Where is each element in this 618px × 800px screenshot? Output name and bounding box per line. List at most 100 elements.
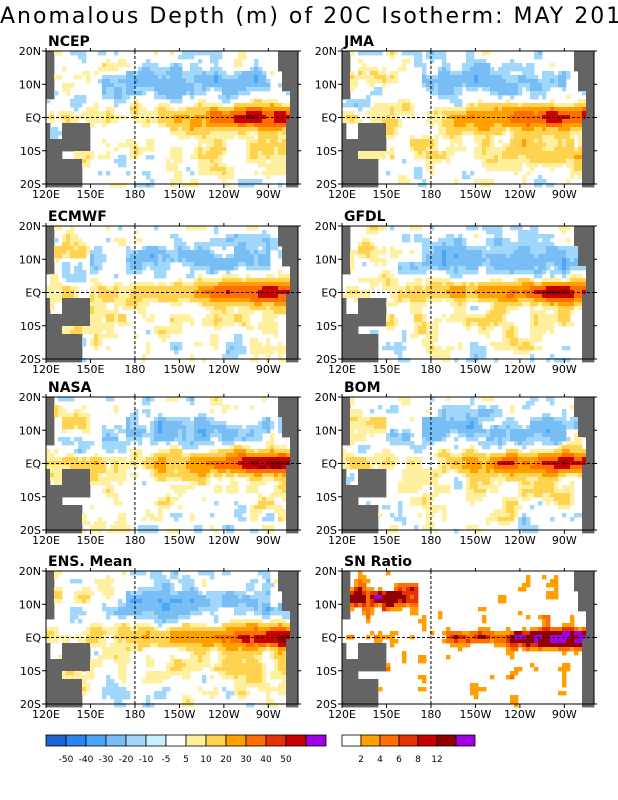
heatmap-cell [590, 107, 595, 112]
heatmap-cell [166, 119, 171, 124]
heatmap-cell [194, 91, 199, 96]
heatmap-cell [442, 155, 447, 160]
heatmap-cell [62, 330, 67, 335]
heatmap-cell [226, 131, 231, 136]
heatmap-cell [482, 147, 487, 152]
heatmap-cell [246, 246, 251, 251]
heatmap-cell [78, 358, 83, 363]
heatmap-cell [198, 91, 203, 96]
heatmap-cell [178, 83, 183, 88]
heatmap-cell [358, 246, 363, 251]
heatmap-cell [342, 250, 347, 255]
heatmap-cell [50, 354, 55, 359]
heatmap-cell [446, 270, 451, 275]
heatmap-cell [78, 51, 83, 56]
heatmap-cell [78, 123, 83, 128]
heatmap-cell [546, 286, 551, 291]
heatmap-cell [586, 131, 591, 136]
heatmap-cell [370, 298, 375, 303]
heatmap-cell [410, 302, 415, 307]
heatmap-cell [374, 151, 379, 156]
heatmap-cell [262, 262, 267, 267]
heatmap-cell [234, 266, 239, 271]
heatmap-cell [358, 99, 363, 104]
heatmap-cell [74, 135, 79, 140]
heatmap-cell [286, 338, 291, 343]
heatmap-cell [46, 314, 51, 319]
heatmap-cell [146, 75, 151, 80]
heatmap-cell [482, 298, 487, 303]
heatmap-cell [342, 155, 347, 160]
heatmap-cell [210, 282, 215, 287]
heatmap-cell [270, 298, 275, 303]
heatmap-cell [194, 111, 199, 116]
heatmap-cell [186, 71, 191, 76]
heatmap-cells [46, 51, 299, 188]
heatmap-cell [282, 75, 287, 80]
heatmap-cell [474, 115, 479, 120]
heatmap-cell [530, 262, 535, 267]
heatmap-cell [286, 119, 291, 124]
heatmap-cell [270, 274, 275, 279]
heatmap-cell [566, 266, 571, 271]
heatmap-cell [578, 99, 583, 104]
heatmap-cell [154, 75, 159, 80]
heatmap-cell [498, 103, 503, 108]
heatmap-cell [70, 230, 75, 235]
heatmap-cell [294, 270, 299, 275]
heatmap-cell [202, 258, 207, 263]
heatmap-cell [514, 135, 519, 140]
heatmap-cell [198, 103, 203, 108]
heatmap-cell [558, 147, 563, 152]
heatmap-cell [562, 87, 567, 92]
heatmap-cell [374, 75, 379, 80]
heatmap-cell [122, 322, 127, 327]
heatmap-cell [294, 330, 299, 335]
heatmap-cell [78, 246, 83, 251]
heatmap-cell [514, 155, 519, 160]
heatmap-cell [450, 238, 455, 243]
heatmap-cell [250, 135, 255, 140]
heatmap-cell [410, 306, 415, 311]
heatmap-cell [502, 242, 507, 247]
heatmap-cell [110, 83, 115, 88]
heatmap-cell [566, 302, 571, 307]
heatmap-cell [90, 151, 95, 156]
heatmap-cell [350, 139, 355, 144]
heatmap-cell [586, 51, 591, 56]
heatmap-cell [110, 87, 115, 92]
heatmap-cell [366, 143, 371, 148]
heatmap-cell [234, 91, 239, 96]
heatmap-cell [50, 342, 55, 347]
heatmap-cell [270, 242, 275, 247]
heatmap-cell [350, 254, 355, 259]
heatmap-cell [238, 294, 243, 299]
heatmap-cell [494, 119, 499, 124]
heatmap-cell [498, 139, 503, 144]
heatmap-cell [494, 278, 499, 283]
heatmap-cell [142, 79, 147, 84]
heatmap-cell [46, 159, 51, 164]
heatmap-cell [482, 63, 487, 68]
heatmap-cell [586, 230, 591, 235]
heatmap-cell [258, 262, 263, 267]
heatmap-cell [54, 183, 59, 188]
heatmap-cell [106, 346, 111, 351]
heatmap-cell [50, 63, 55, 68]
heatmap-cell [530, 242, 535, 247]
heatmap-cell [286, 330, 291, 335]
heatmap-cell [150, 71, 155, 76]
heatmap-cell [482, 294, 487, 299]
heatmap-cell [510, 79, 515, 84]
heatmap-cell [442, 250, 447, 255]
heatmap-cell [242, 83, 247, 88]
heatmap-cell [470, 226, 475, 231]
heatmap-cell [294, 314, 299, 319]
heatmap-cell [478, 103, 483, 108]
heatmap-cell [514, 83, 519, 88]
heatmap-cell [586, 302, 591, 307]
heatmap-cell [426, 111, 431, 116]
heatmap-cell [86, 147, 91, 152]
heatmap-cell [546, 282, 551, 287]
heatmap-cell [446, 123, 451, 128]
